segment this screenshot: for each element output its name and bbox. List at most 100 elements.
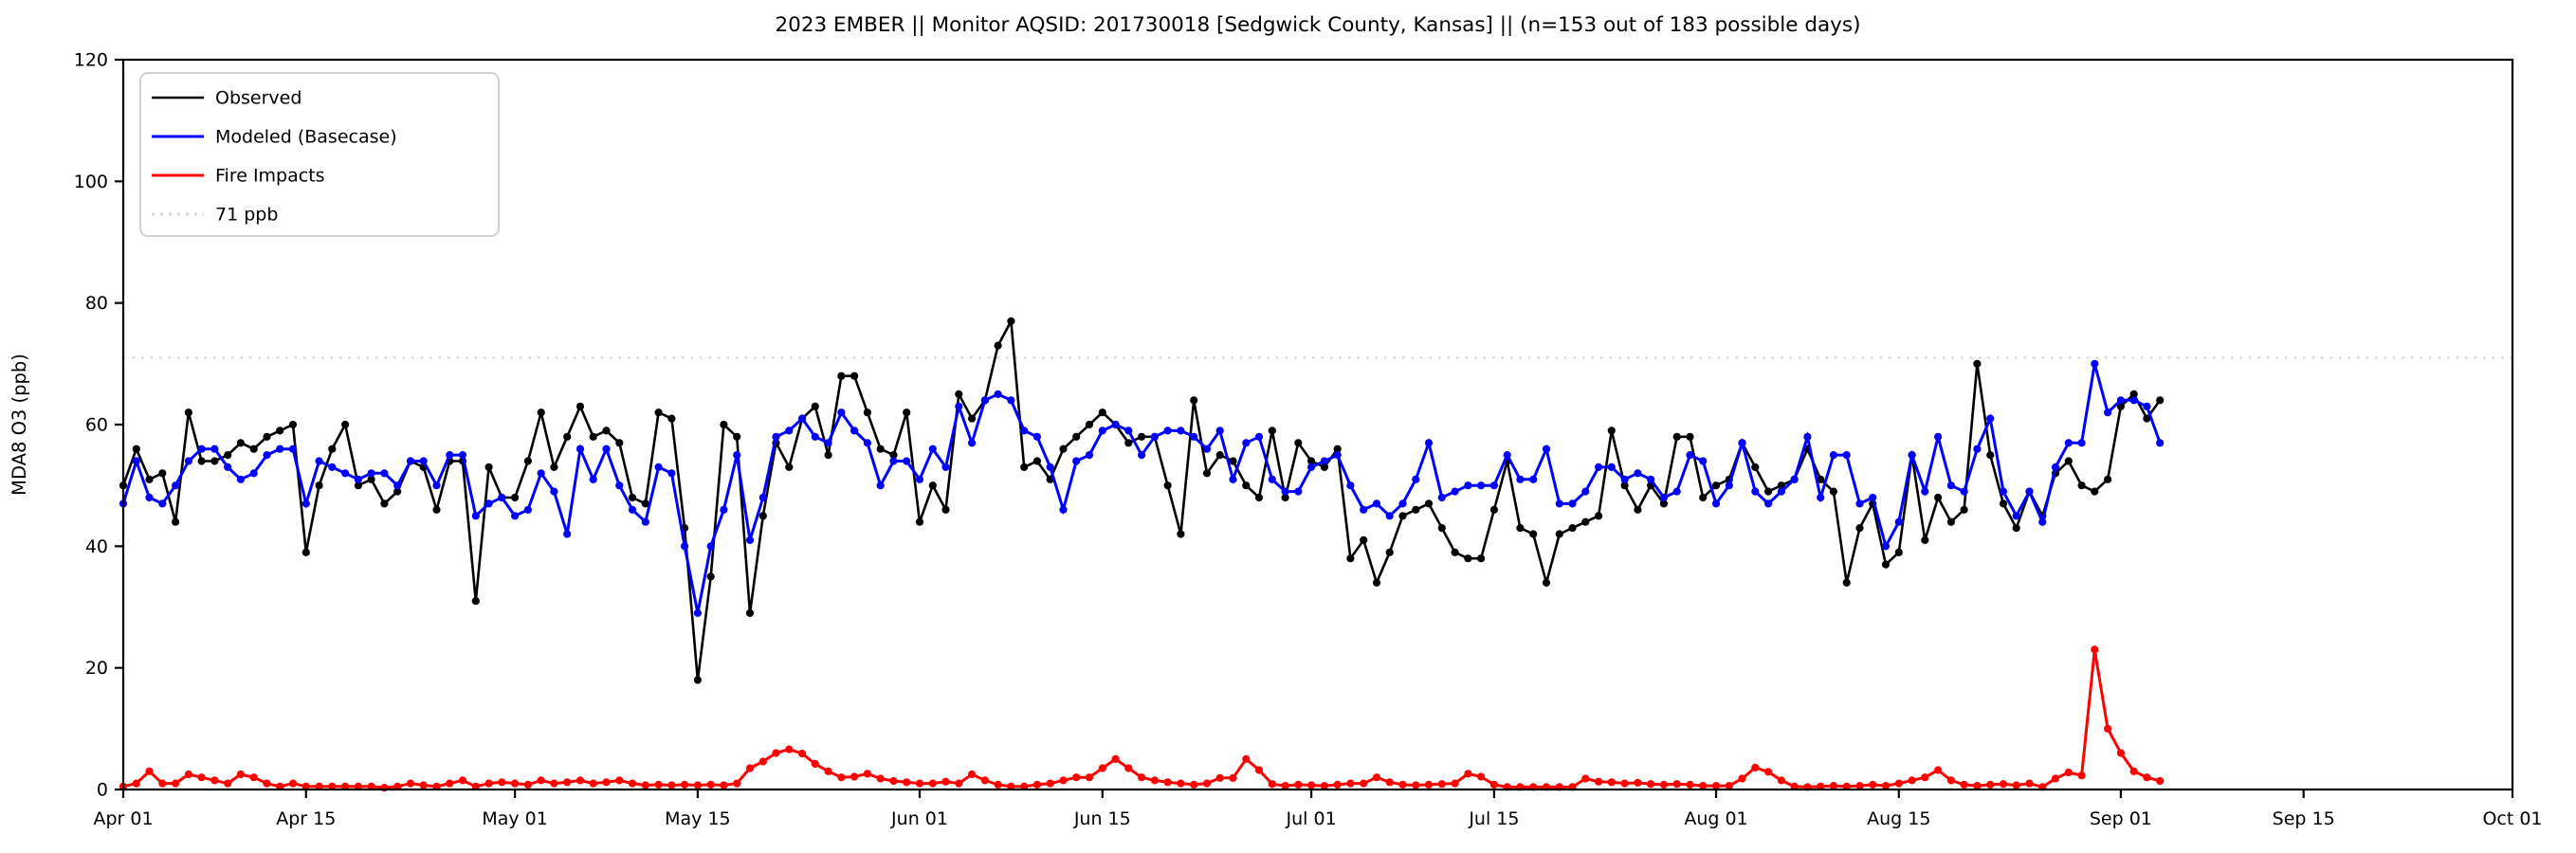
data-point: [276, 782, 284, 790]
data-point: [955, 779, 963, 788]
data-point: [432, 505, 441, 514]
data-point: [1333, 445, 1342, 453]
data-point: [1098, 426, 1106, 435]
data-point: [1229, 475, 1237, 483]
data-point: [1307, 457, 1316, 465]
data-point: [1268, 475, 1276, 483]
data-point: [1790, 475, 1799, 483]
data-point: [1398, 512, 1407, 520]
data-point: [733, 432, 741, 441]
data-point: [1921, 535, 1929, 545]
data-point: [1672, 780, 1681, 789]
data-point: [1986, 414, 1995, 423]
legend: Observed Modeled (Basecase) Fire Impacts 71…: [139, 72, 500, 237]
data-point: [1946, 481, 1955, 490]
data-point: [393, 487, 402, 496]
data-point: [1437, 493, 1446, 502]
data-point: [589, 432, 597, 441]
data-point: [994, 341, 1002, 350]
data-point: [837, 773, 846, 782]
data-point: [367, 782, 375, 790]
data-point: [681, 542, 689, 551]
data-point: [641, 517, 649, 526]
data-point: [158, 499, 167, 508]
data-point: [968, 414, 977, 423]
data-point: [1960, 505, 1968, 514]
plot-area: [123, 60, 2512, 789]
data-point: [2077, 771, 2086, 780]
data-point: [2012, 524, 2020, 533]
data-point: [1607, 426, 1616, 435]
data-point: [550, 487, 558, 496]
data-point: [915, 779, 924, 788]
data-point: [1360, 505, 1368, 514]
data-point: [1360, 779, 1368, 788]
data-point: [1725, 481, 1733, 490]
data-point: [1281, 782, 1289, 790]
data-point: [1464, 770, 1472, 778]
data-point: [184, 457, 192, 465]
data-point: [772, 432, 780, 441]
data-point: [1372, 499, 1381, 508]
data-point: [2064, 439, 2073, 447]
data-point: [1046, 779, 1054, 788]
data-point: [1790, 782, 1799, 790]
data-point: [693, 608, 703, 618]
data-point: [2104, 475, 2112, 483]
data-point: [1921, 773, 1929, 782]
data-point: [837, 372, 846, 380]
data-point: [184, 770, 192, 779]
data-point: [1412, 781, 1420, 789]
data-point: [1829, 487, 1837, 496]
data-point: [915, 475, 924, 483]
data-point: [667, 781, 676, 789]
data-point: [2143, 773, 2151, 782]
data-point: [641, 499, 649, 508]
data-point: [1372, 578, 1381, 587]
data-point: [1215, 426, 1224, 435]
data-point: [758, 757, 767, 766]
data-point: [263, 451, 271, 460]
data-point: [1190, 780, 1198, 789]
data-point: [1372, 773, 1381, 782]
data-point: [2129, 767, 2138, 775]
data-point: [446, 451, 454, 460]
data-point: [1699, 493, 1708, 502]
data-point: [837, 408, 846, 417]
data-point: [798, 414, 807, 423]
data-point: [1451, 779, 1459, 788]
data-point: [994, 780, 1002, 789]
data-point: [1007, 782, 1015, 790]
data-point: [720, 781, 728, 789]
data-point: [811, 432, 819, 441]
data-point: [1581, 774, 1590, 783]
data-point: [693, 676, 703, 684]
data-point: [301, 548, 310, 556]
data-point: [1595, 777, 1603, 786]
data-point: [785, 463, 794, 471]
data-point: [602, 426, 611, 435]
data-point: [628, 505, 637, 514]
data-point: [772, 749, 780, 757]
data-point: [575, 776, 585, 785]
x-tick-label: Jun 01: [890, 808, 948, 829]
data-point: [288, 445, 298, 453]
data-point: [1398, 780, 1407, 789]
data-point: [1190, 432, 1198, 441]
data-point: [1032, 432, 1041, 441]
data-point: [1777, 487, 1785, 496]
data-point: [1150, 432, 1159, 441]
data-point: [1568, 524, 1577, 533]
data-point: [341, 782, 350, 790]
data-point: [1738, 774, 1746, 783]
data-point: [224, 463, 232, 471]
data-point: [1999, 487, 2008, 496]
data-point: [1307, 463, 1316, 471]
data-point: [1032, 780, 1041, 789]
data-point: [1346, 554, 1355, 563]
data-point: [1686, 780, 1694, 789]
data-point: [1595, 512, 1603, 520]
data-point: [484, 779, 493, 788]
data-point: [172, 481, 180, 490]
